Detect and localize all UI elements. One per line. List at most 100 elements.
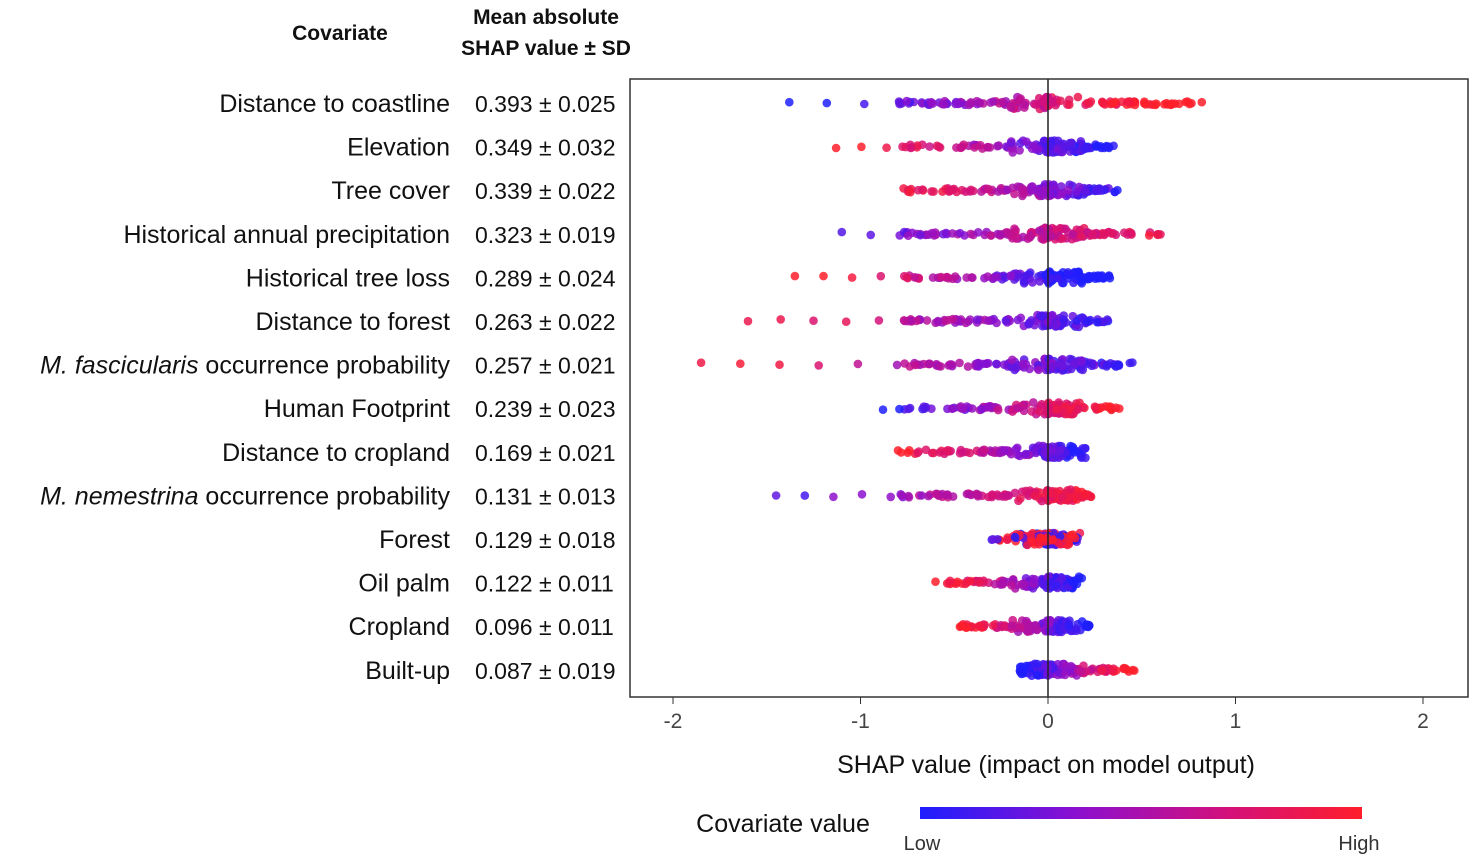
- shap-point: [1019, 667, 1028, 677]
- shap-point: [1081, 143, 1091, 153]
- shap-point: [897, 491, 907, 500]
- shap-point: [1092, 317, 1102, 327]
- shap-point: [977, 405, 986, 414]
- shap-point: [954, 99, 963, 109]
- shap-point: [1075, 398, 1084, 408]
- shap-point: [1125, 97, 1134, 107]
- shap-point: [1067, 364, 1076, 374]
- shap-point: [1006, 101, 1016, 111]
- shap-point: [1020, 100, 1030, 109]
- shap-point: [1077, 453, 1086, 463]
- shap-point: [785, 97, 794, 107]
- shap-point: [790, 271, 800, 281]
- shap-point: [1038, 312, 1048, 321]
- shap-point: [961, 318, 971, 328]
- shap-point: [935, 448, 944, 457]
- covariate-label: Elevation: [347, 134, 450, 162]
- shap-point: [983, 316, 993, 326]
- shap-point: [837, 227, 847, 237]
- shap-point: [961, 187, 970, 196]
- shap-point: [853, 359, 863, 369]
- shap-point: [1073, 92, 1083, 102]
- shap-point: [966, 98, 976, 107]
- shap-point: [973, 315, 982, 325]
- shap-point: [892, 360, 902, 370]
- mean-shap-value: 0.096 ± 0.011: [475, 614, 614, 640]
- shap-point: [743, 316, 753, 326]
- shap-point: [1012, 234, 1021, 243]
- shap-point: [736, 359, 745, 369]
- shap-point: [1080, 443, 1090, 453]
- shap-point: [1010, 532, 1020, 542]
- shap-point: [943, 445, 953, 455]
- shap-point: [1093, 271, 1103, 280]
- shap-point: [956, 143, 965, 153]
- shap-point: [1060, 670, 1070, 680]
- shap-point: [992, 272, 1001, 282]
- shap-point: [1056, 182, 1066, 191]
- shap-point: [913, 185, 923, 195]
- x-axis-label: SHAP value (impact on model output): [837, 751, 1255, 779]
- shap-point: [1031, 620, 1040, 630]
- shap-point: [963, 362, 973, 371]
- shap-point: [982, 359, 991, 368]
- shap-point: [903, 231, 913, 240]
- shap-point: [983, 272, 992, 281]
- shap-point: [1080, 489, 1090, 499]
- shap-point: [1022, 271, 1031, 280]
- shap-point: [928, 273, 938, 282]
- shap-point: [933, 316, 943, 326]
- shap-point: [1073, 404, 1083, 414]
- shap-point: [1013, 315, 1023, 325]
- shap-point: [906, 316, 916, 325]
- shap-point: [1068, 230, 1078, 239]
- shap-point: [1035, 407, 1044, 416]
- covariate-label: Distance to coastline: [219, 90, 450, 118]
- shap-point: [1068, 577, 1077, 587]
- shap-point: [1064, 621, 1074, 631]
- colorbar-high: High: [1338, 833, 1379, 855]
- shap-point: [1069, 278, 1078, 288]
- shap-point: [980, 445, 989, 455]
- shap-point: [962, 489, 972, 499]
- shap-point: [1170, 99, 1180, 108]
- shap-point: [1016, 94, 1025, 103]
- shap-point: [1107, 229, 1116, 238]
- x-tick-label: -2: [664, 710, 683, 733]
- shap-point: [1111, 362, 1121, 371]
- shap-point: [1061, 224, 1070, 234]
- shap-point: [1015, 146, 1024, 155]
- covariate-label: M. nemestrina occurrence probability: [40, 482, 450, 510]
- shap-point: [809, 316, 818, 326]
- shap-point: [1059, 315, 1069, 325]
- shap-point: [984, 402, 993, 411]
- shap-header-line2: SHAP value ± SD: [461, 37, 631, 60]
- shap-point: [800, 491, 810, 500]
- shap-point: [998, 445, 1007, 455]
- shap-point: [973, 492, 983, 501]
- shap-point: [857, 490, 867, 499]
- covariate-label: Distance to cropland: [222, 439, 450, 467]
- shap-point: [980, 230, 989, 240]
- shap-header-line1: Mean absolute: [473, 6, 619, 29]
- shap-point: [866, 230, 875, 240]
- shap-point: [913, 141, 922, 150]
- shap-point: [1066, 485, 1075, 494]
- shap-point: [1034, 365, 1043, 375]
- shap-point: [1057, 189, 1066, 199]
- shap-point: [1023, 540, 1032, 550]
- shap-point: [771, 491, 781, 500]
- shap-point: [1049, 320, 1059, 330]
- shap-point: [904, 491, 913, 501]
- shap-point: [992, 359, 1001, 369]
- shap-point: [1086, 97, 1096, 106]
- covariate-header: Covariate: [292, 22, 388, 45]
- shap-point: [987, 490, 997, 499]
- shap-point: [1010, 224, 1019, 233]
- shap-point: [1058, 362, 1067, 371]
- shap-point: [997, 97, 1007, 107]
- shap-point: [973, 228, 983, 237]
- shap-point: [1016, 494, 1025, 503]
- shap-point: [920, 404, 929, 414]
